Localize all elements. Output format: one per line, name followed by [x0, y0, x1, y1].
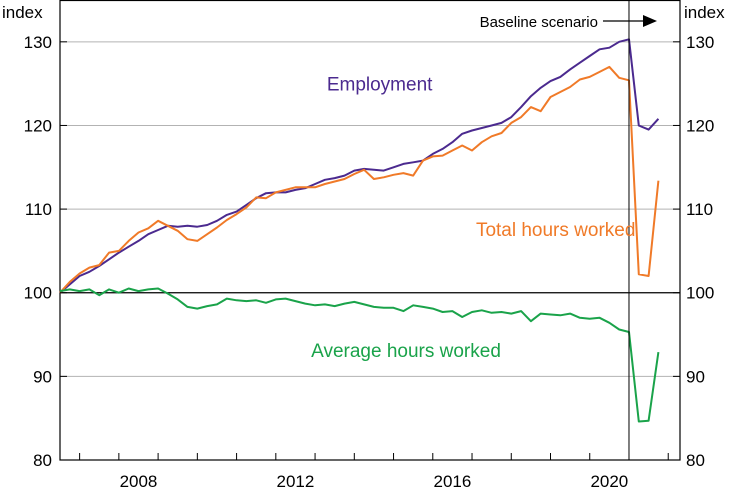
- left-tick-label-110: 110: [25, 200, 52, 219]
- baseline-scenario-annotation: Baseline scenario: [480, 0, 657, 460]
- series-line-total-hours-worked: [59, 65, 660, 294]
- plot-frame: [59, 0, 681, 461]
- right-tick-label-110: 110: [686, 200, 713, 219]
- right-tick-label-90: 90: [686, 367, 705, 386]
- left-axis-unit: index: [2, 3, 43, 22]
- series-line-employment: [59, 38, 660, 294]
- right-tick-label-130: 130: [686, 33, 714, 52]
- baseline-scenario-label: Baseline scenario: [480, 14, 598, 31]
- series-line-average-hours-worked: [59, 287, 660, 423]
- right-axis-unit: index: [684, 3, 725, 22]
- right-axis-ticks: 80 90 100 110 120 130: [673, 33, 714, 470]
- series-label-employment: Employment: [327, 74, 433, 95]
- left-tick-label-130: 130: [24, 33, 52, 52]
- left-axis-ticks: 80 90 100 110 120 130: [24, 33, 67, 470]
- left-tick-label-100: 100: [24, 284, 52, 303]
- series-label-average-hours-worked: Average hours worked: [311, 341, 501, 362]
- x-tick-label-2012: 2012: [277, 472, 315, 491]
- arrow-right-icon: [642, 15, 657, 27]
- left-tick-label-80: 80: [33, 451, 52, 470]
- left-tick-label-90: 90: [33, 367, 52, 386]
- gridlines: [60, 41, 680, 377]
- x-tick-label-2020: 2020: [590, 472, 628, 491]
- right-tick-label-100: 100: [686, 284, 714, 303]
- x-tick-label-2008: 2008: [120, 472, 158, 491]
- right-tick-label-120: 120: [686, 116, 714, 135]
- series-lines: [59, 38, 660, 423]
- left-tick-label-120: 120: [24, 116, 52, 135]
- plot-border: [59, 0, 681, 461]
- right-tick-label-80: 80: [686, 451, 705, 470]
- series-labels: Employment Total hours worked Average hour…: [311, 74, 635, 362]
- x-axis-ticks: 2008 2012 2016 2020: [79, 453, 669, 491]
- x-tick-label-2016: 2016: [433, 472, 471, 491]
- series-label-total-hours-worked: Total hours worked: [476, 220, 635, 241]
